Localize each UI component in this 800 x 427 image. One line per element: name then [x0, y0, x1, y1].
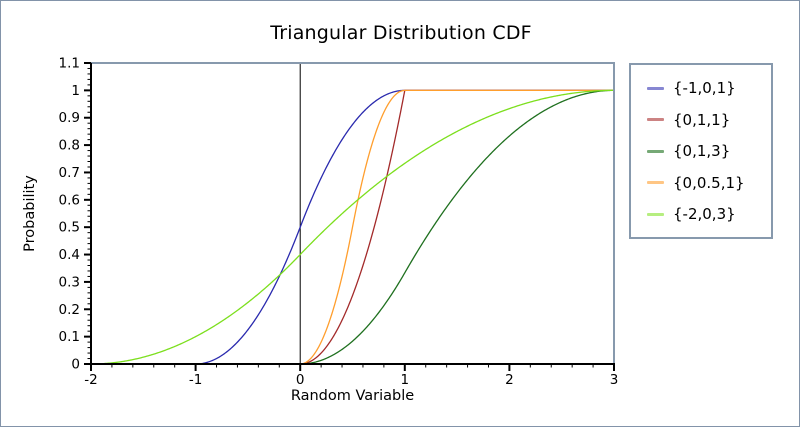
y-tick-label: 0.4: [59, 247, 80, 263]
legend-swatch-icon: [647, 118, 664, 121]
x-axis-label: Random Variable: [291, 388, 414, 404]
legend-swatch-icon: [647, 149, 664, 153]
x-tick-label: 0: [296, 372, 305, 388]
y-tick-label: 1: [71, 83, 80, 99]
y-tick-label: 0.9: [59, 110, 80, 126]
legend-item: {-2,0,3}: [647, 204, 765, 224]
legend: {-1,0,1} {0,1,1} {0,1,3} {0,0.5,1} {-2,0,3}: [629, 63, 773, 239]
y-tick-label: 1.1: [59, 56, 80, 72]
x-tick-label: -2: [84, 372, 97, 388]
x-tick-label: 1: [401, 372, 410, 388]
legend-item: {0,0.5,1}: [647, 173, 765, 193]
legend-item: {0,1,3}: [647, 141, 765, 161]
x-tick-label: -1: [189, 372, 202, 388]
legend-item-label: {-2,0,3}: [673, 205, 736, 223]
legend-swatch-icon: [647, 212, 664, 216]
legend-item-label: {-1,0,1}: [673, 79, 736, 97]
legend-item-label: {0,1,3}: [673, 142, 731, 160]
cdf-curve-{0,0.5,1}: [91, 89, 614, 365]
legend-item-label: {0,1,1}: [673, 110, 731, 129]
cdf-curve-{-2,0,3}: [91, 89, 615, 365]
y-tick-label: 0.3: [59, 274, 80, 290]
y-tick-label: 0: [71, 357, 80, 373]
chart-title: Triangular Distribution CDF: [270, 22, 532, 44]
y-tick-label: 0.1: [59, 329, 80, 345]
y-tick-label: 0.5: [59, 220, 80, 236]
legend-item-label: {0,0.5,1}: [673, 173, 745, 192]
y-tick-label: 0.8: [59, 138, 80, 154]
legend-item: {-1,0,1}: [647, 78, 765, 98]
legend-swatch-icon: [647, 86, 664, 90]
legend-item: {0,1,1}: [647, 110, 765, 130]
y-tick-label: 0.6: [59, 192, 80, 208]
x-tick-label: 2: [505, 372, 514, 388]
legend-swatch-icon: [647, 181, 664, 184]
y-tick-label: 0.2: [59, 302, 80, 318]
y-tick-label: 0.7: [59, 165, 80, 181]
y-axis-label: Probability: [22, 175, 38, 252]
x-tick-label: 3: [610, 372, 619, 388]
